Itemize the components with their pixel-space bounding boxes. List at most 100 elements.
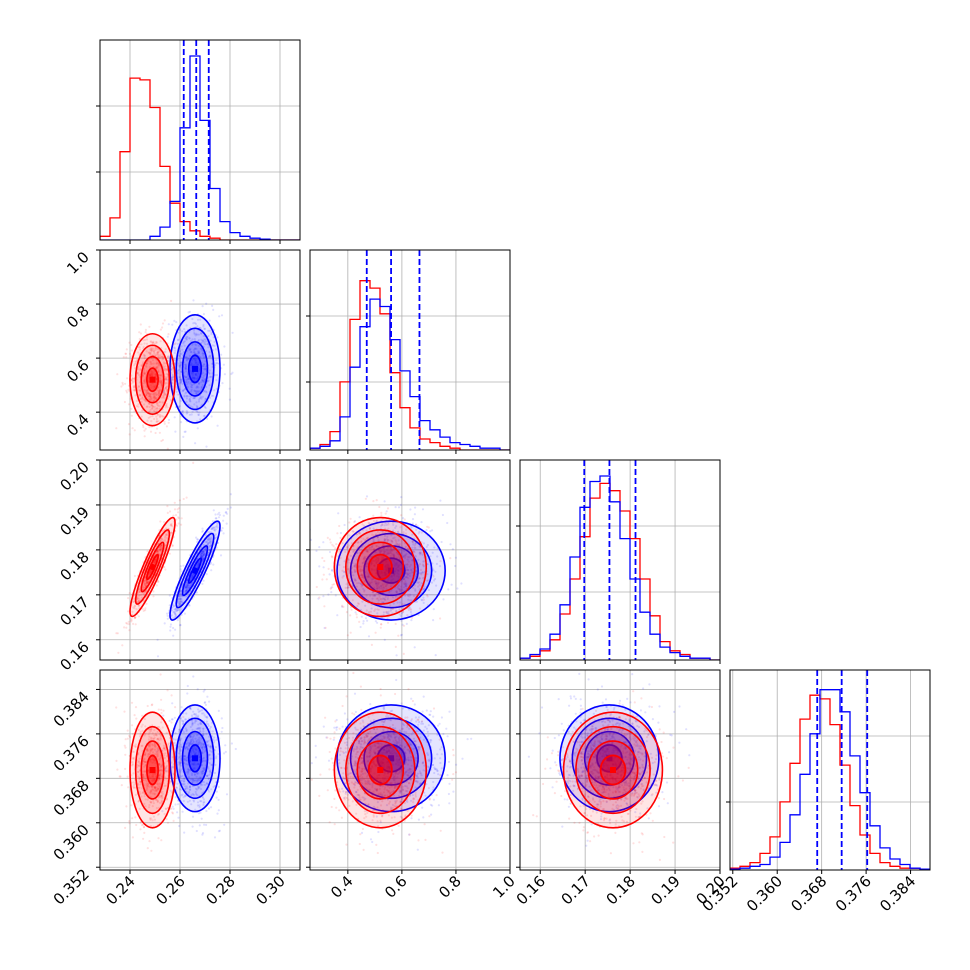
scatter-point [402,589,405,592]
scatter-point [368,575,371,579]
scatter-point [150,349,153,352]
scatter-point [183,782,186,786]
scatter-point [134,786,137,789]
scatter-point [164,538,167,541]
scatter-point [196,333,199,336]
scatter-point [383,583,386,586]
scatter-point [193,396,196,399]
scatter-point [395,610,398,613]
scatter-point [417,585,420,588]
scatter-point [156,551,159,554]
scatter-point [198,367,201,371]
scatter-points [115,461,232,658]
scatter-point [184,376,187,379]
scatter-point [390,540,393,543]
scatter-point [389,550,392,553]
scatter-point [145,370,148,373]
scatter-point [183,328,186,331]
scatter-point [396,571,399,575]
scatter-point [163,756,166,760]
scatter-point [160,396,163,399]
scatter-point [201,558,204,561]
scatter-point [207,777,210,780]
scatter-point [434,577,437,581]
scatter-point [200,332,203,335]
scatter-point [161,795,164,798]
scatter-point [154,391,157,394]
scatter-point [162,415,165,418]
scatter-point [182,340,185,344]
scatter-point [176,757,180,760]
scatter-point [349,606,352,609]
scatter-point [159,355,162,359]
scatter-point [194,358,197,361]
scatter-point [218,513,221,517]
scatter-point [193,779,196,782]
scatter-point [149,348,152,351]
scatter-point [160,382,163,385]
scatter-point [201,372,204,375]
scatter-point [208,351,211,354]
scatter-point [335,543,338,546]
scatter-point [205,445,208,448]
scatter-point [207,355,211,358]
scatter-point [164,768,167,772]
scatter-point [191,377,194,380]
scatter-point [323,559,326,563]
scatter-point [153,560,156,563]
scatter-point [432,579,436,582]
scatter-point [181,411,184,414]
scatter-point [397,506,401,509]
scatter-point [182,389,185,392]
scatter-point [330,568,334,572]
contour-line [181,341,209,397]
panel-marks [115,461,232,658]
scatter-point [192,750,195,754]
scatter-point [184,746,187,750]
scatter-point [177,600,180,603]
scatter-point [207,538,210,541]
scatter-point [150,728,153,731]
scatter-point [177,362,180,365]
scatter-point [384,512,387,515]
scatter-point [345,611,348,614]
scatter-point [214,348,217,351]
scatter-point [371,562,374,565]
scatter-point [187,584,190,587]
scatter-point [207,537,211,540]
scatter-point [150,370,153,373]
scatter-point [211,730,214,733]
scatter-point [203,368,206,371]
scatter-point [396,569,399,572]
scatter-point [380,571,383,574]
scatter-point [184,585,187,588]
scatter-point [374,560,377,563]
scatter-point [203,548,206,551]
scatter-point [202,732,205,735]
scatter-point [390,534,393,537]
scatter-point [197,753,200,756]
scatter-point [145,581,148,584]
scatter-point [223,752,226,755]
scatter-point [130,349,133,352]
scatter-point [377,599,380,602]
scatter-point [331,586,334,589]
scatter-point [159,673,162,676]
scatter-point [164,365,167,368]
scatter-point [194,372,197,375]
scatter-point [195,390,198,393]
scatter-point [143,579,146,583]
scatter-point [156,580,159,583]
scatter-point [427,589,430,592]
scatter-point [185,356,188,359]
scatter-point [192,710,195,713]
scatter-point [351,530,354,533]
scatter-point [148,426,151,429]
scatter-point [195,404,198,407]
scatter-point [405,568,408,571]
scatter-point [184,757,187,761]
scatter-point [393,536,396,539]
scatter-point [370,578,373,581]
scatter-point [213,771,217,775]
scatter-point [375,587,378,590]
